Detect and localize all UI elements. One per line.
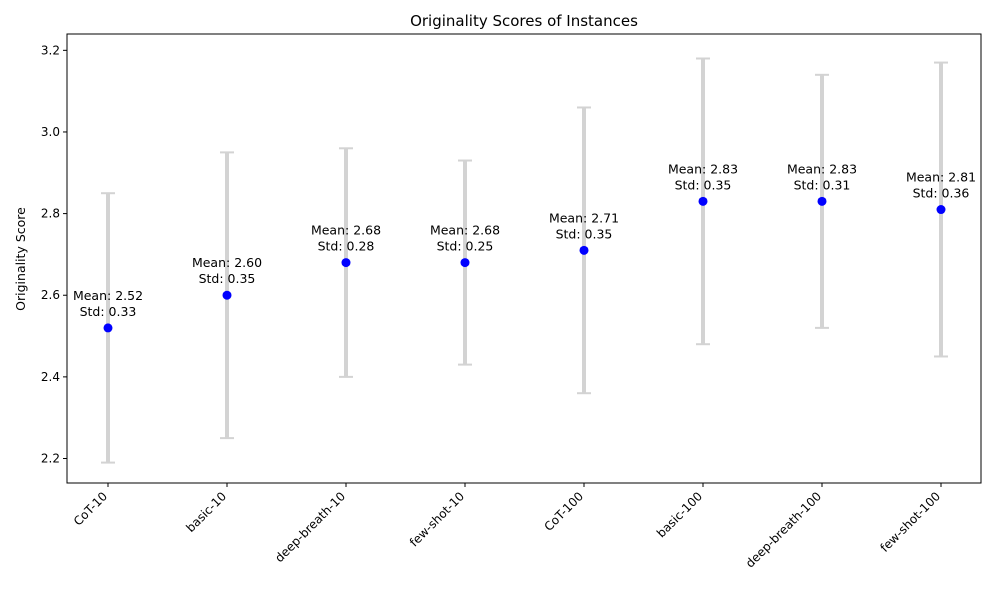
annotation-std: Std: 0.36 <box>913 186 970 201</box>
annotation-mean: Mean: 2.52 <box>73 288 143 303</box>
annotation-std: Std: 0.35 <box>675 177 732 192</box>
mean-point <box>817 196 827 206</box>
x-tick-label: few-shot-100 <box>877 489 943 555</box>
annotation-mean: Mean: 2.68 <box>311 223 381 238</box>
x-tick-label: CoT-100 <box>541 489 586 534</box>
annotation-mean: Mean: 2.83 <box>668 161 738 176</box>
y-tick-label: 2.2 <box>41 452 60 466</box>
annotation-std: Std: 0.33 <box>80 304 137 319</box>
x-tick-label: deep-breath-10 <box>272 489 348 565</box>
y-tick-label: 2.6 <box>41 288 60 302</box>
annotation-std: Std: 0.35 <box>199 271 256 286</box>
chart-title: Originality Scores of Instances <box>410 12 638 30</box>
annotation-mean: Mean: 2.81 <box>906 170 976 185</box>
y-axis-label: Originality Score <box>13 207 28 311</box>
annotation-mean: Mean: 2.68 <box>430 223 500 238</box>
mean-point <box>341 258 351 268</box>
annotation-std: Std: 0.35 <box>556 226 613 241</box>
annotation-mean: Mean: 2.83 <box>787 161 857 176</box>
mean-point <box>698 196 708 206</box>
x-tick-label: CoT-10 <box>71 489 110 528</box>
x-tick-label: deep-breath-100 <box>743 489 824 570</box>
annotation-mean: Mean: 2.71 <box>549 210 619 225</box>
mean-point <box>222 290 232 300</box>
x-tick-label: basic-100 <box>654 489 705 540</box>
annotation-std: Std: 0.28 <box>318 239 375 254</box>
x-tick-label: few-shot-10 <box>407 489 467 549</box>
annotation-std: Std: 0.31 <box>794 177 851 192</box>
x-tick-label: basic-10 <box>183 489 229 535</box>
y-tick-label: 2.8 <box>41 207 60 221</box>
y-tick-label: 3.2 <box>41 43 60 57</box>
annotation-mean: Mean: 2.60 <box>192 255 262 270</box>
mean-point <box>579 245 589 255</box>
mean-point <box>103 323 113 333</box>
mean-point <box>936 205 946 215</box>
y-tick-label: 2.4 <box>41 370 60 384</box>
axes-frame <box>66 33 982 484</box>
y-tick-label: 3.0 <box>41 125 60 139</box>
mean-point <box>460 258 470 268</box>
annotation-std: Std: 0.25 <box>437 239 494 254</box>
